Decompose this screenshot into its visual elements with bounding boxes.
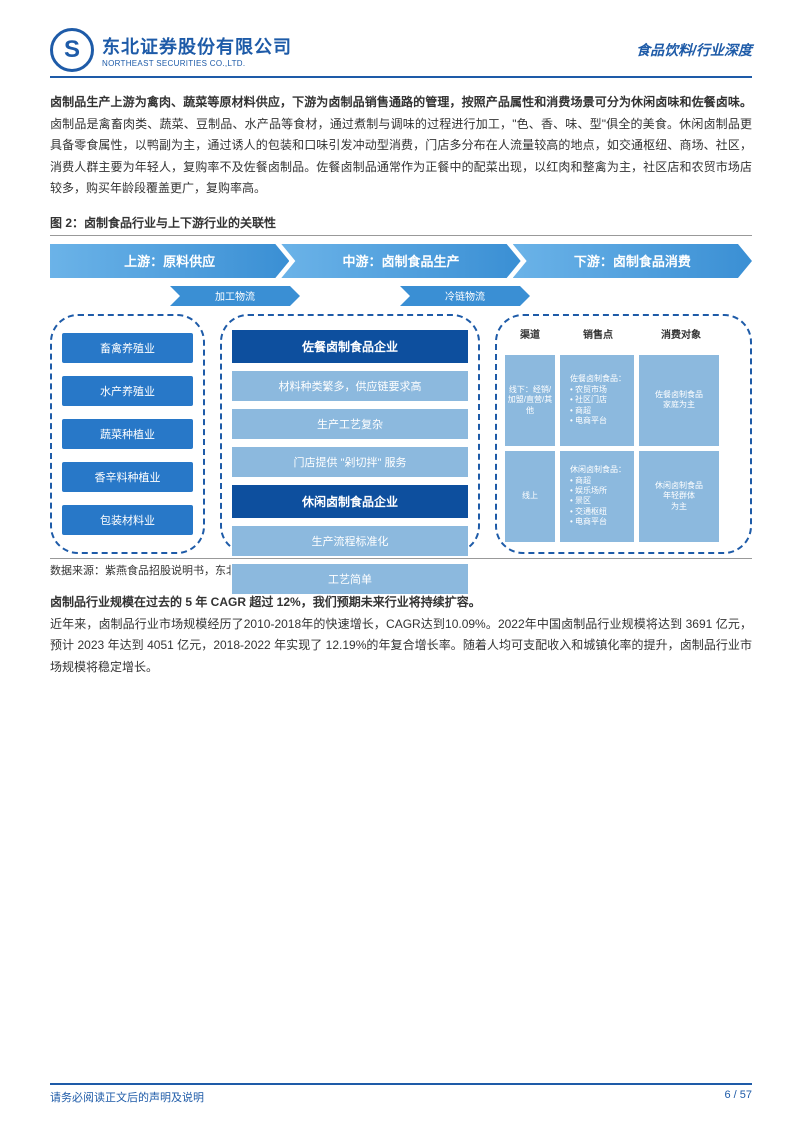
company-name-en: NORTHEAST SECURITIES CO.,LTD. (102, 59, 292, 68)
page-header: S 东北证券股份有限公司 NORTHEAST SECURITIES CO.,LT… (50, 28, 752, 78)
page-footer: 请务必阅读正文后的声明及说明 6 / 57 (50, 1083, 752, 1105)
col3-header: 渠道 (505, 326, 555, 341)
upstream-item: 畜禽养殖业 (62, 333, 193, 363)
consumer-1: 佐餐卤制食品 家庭为主 (639, 355, 719, 446)
mid-item: 门店提供 "剁切拌" 服务 (232, 447, 468, 477)
upstream-item: 香辛料种植业 (62, 462, 193, 492)
col3-header: 销售点 (561, 326, 635, 341)
paragraph-1: 卤制品生产上游为禽肉、蔬菜等原材料供应，下游为卤制品销售通路的管理，按照产品属性… (50, 92, 752, 200)
mid-item: 生产工艺复杂 (232, 409, 468, 439)
para2-rest: 近年来，卤制品行业市场规模经历了2010-2018年的快速增长，CAGR达到10… (50, 617, 752, 674)
channel-online: 线上 (505, 451, 555, 542)
upstream-item: 蔬菜种植业 (62, 419, 193, 449)
upstream-item: 包装材料业 (62, 505, 193, 535)
upstream-item: 水产养殖业 (62, 376, 193, 406)
company-name-cn: 东北证券股份有限公司 (102, 33, 292, 59)
figure-title: 图 2：卤制食品行业与上下游行业的关联性 (50, 214, 752, 236)
col3-header: 消费对象 (641, 326, 721, 341)
column-downstream: 渠道 销售点 消费对象 线下：经销/加盟/直营/其他 线上 佐餐卤制食品： • … (495, 314, 752, 554)
small-arrow-2: 冷链物流 (400, 286, 530, 306)
mid-item: 工艺简单 (232, 564, 468, 594)
paragraph-2: 卤制品行业规模在过去的 5 年 CAGR 超过 12%，我们预期未来行业将持续扩… (50, 592, 752, 678)
para2-bold: 卤制品行业规模在过去的 5 年 CAGR 超过 12%，我们预期未来行业将持续扩… (50, 595, 481, 609)
column-midstream: 佐餐卤制食品企业 材料种类繁多，供应链要求高 生产工艺复杂 门店提供 "剁切拌"… (220, 314, 480, 554)
logo-icon: S (50, 28, 94, 72)
supply-chain-diagram: 上游：原料供应 中游：卤制食品生产 下游：卤制食品消费 加工物流 冷链物流 畜禽… (50, 244, 752, 554)
mid-item: 材料种类繁多，供应链要求高 (232, 371, 468, 401)
arrow-upstream: 上游：原料供应 (50, 244, 289, 278)
channel-offline: 线下：经销/加盟/直营/其他 (505, 355, 555, 446)
mid-header-2: 休闲卤制食品企业 (232, 485, 468, 518)
mid-item: 生产流程标准化 (232, 526, 468, 556)
mid-header-1: 佐餐卤制食品企业 (232, 330, 468, 363)
small-arrow-1: 加工物流 (170, 286, 300, 306)
arrow-midstream: 中游：卤制食品生产 (281, 244, 520, 278)
sales-point-2: 休闲卤制食品： • 商超 • 娱乐场所 • 景区 • 交通枢纽 • 电商平台 (560, 451, 634, 542)
consumer-2: 休闲卤制食品 年轻群体 为主 (639, 451, 719, 542)
column-upstream: 畜禽养殖业 水产养殖业 蔬菜种植业 香辛料种植业 包装材料业 (50, 314, 205, 554)
footer-disclaimer: 请务必阅读正文后的声明及说明 (50, 1089, 204, 1105)
page-number: 6 / 57 (724, 1089, 752, 1105)
doc-category: 食品饮料/行业深度 (636, 40, 752, 60)
logo-area: S 东北证券股份有限公司 NORTHEAST SECURITIES CO.,LT… (50, 28, 292, 72)
sales-point-1: 佐餐卤制食品： • 农贸市场 • 社区门店 • 商超 • 电商平台 (560, 355, 634, 446)
arrow-downstream: 下游：卤制食品消费 (513, 244, 752, 278)
para1-bold: 卤制品生产上游为禽肉、蔬菜等原材料供应，下游为卤制品销售通路的管理，按照产品属性… (50, 95, 752, 109)
para1-rest: 卤制品是禽畜肉类、蔬菜、豆制品、水产品等食材，通过煮制与调味的过程进行加工，"色… (50, 117, 752, 196)
